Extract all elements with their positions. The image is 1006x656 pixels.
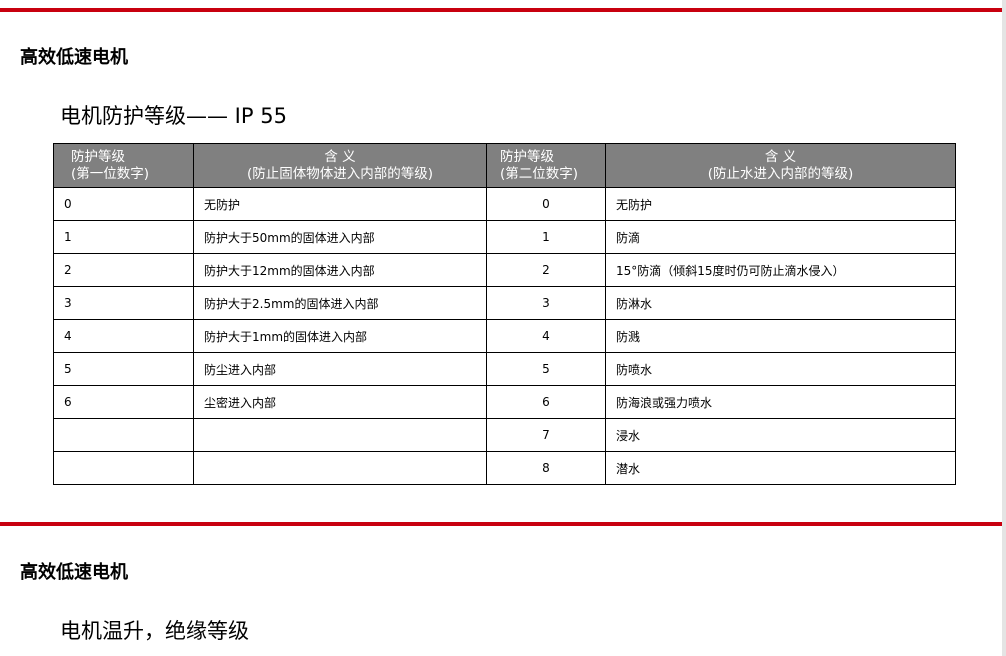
section-subheading-2: 电机温升，绝缘等级 [60, 619, 249, 643]
table-cell: 防护大于12mm的固体进入内部 [193, 253, 487, 287]
table-cell: 8 [486, 451, 606, 485]
header-text: 含 义 [764, 148, 797, 165]
table-row: 7 浸水 [53, 418, 956, 452]
column-header: 含 义 (防止水进入内部的等级) [605, 143, 956, 188]
table-cell: 尘密进入内部 [193, 385, 487, 419]
column-header: 防护等级 (第二位数字) [486, 143, 606, 188]
table-cell: 防护大于1mm的固体进入内部 [193, 319, 487, 353]
table-cell: 1 [486, 220, 606, 254]
table-cell: 2 [486, 253, 606, 287]
table-cell: 7 [486, 418, 606, 452]
table-cell: 4 [486, 319, 606, 353]
table-row: 6 尘密进入内部 6 防海浪或强力喷水 [53, 385, 956, 419]
table-cell [53, 418, 194, 452]
table-cell: 浸水 [605, 418, 956, 452]
table-cell: 防海浪或强力喷水 [605, 385, 956, 419]
table-cell: 潜水 [605, 451, 956, 485]
table-cell: 无防护 [605, 187, 956, 221]
table-cell: 5 [486, 352, 606, 386]
table-cell [193, 418, 487, 452]
table-cell: 5 [53, 352, 194, 386]
table-cell: 3 [53, 286, 194, 320]
table-cell: 防护大于50mm的固体进入内部 [193, 220, 487, 254]
table-row: 1 防护大于50mm的固体进入内部 1 防滴 [53, 220, 956, 254]
table-cell: 防淋水 [605, 286, 956, 320]
header-text: (第二位数字) [500, 165, 579, 182]
top-divider [0, 8, 1002, 12]
table-row: 2 防护大于12mm的固体进入内部 2 15°防滴（倾斜15度时仍可防止滴水侵入） [53, 253, 956, 287]
section-heading: 高效低速电机 [20, 47, 128, 68]
section-subheading: 电机防护等级—— IP 55 [60, 104, 287, 128]
header-text: (第一位数字) [71, 165, 150, 182]
table-cell: 0 [486, 187, 606, 221]
table-row: 8 潜水 [53, 451, 956, 485]
header-text: 防护等级 [500, 148, 554, 165]
table-cell: 防滴 [605, 220, 956, 254]
scrollbar-track[interactable] [1002, 0, 1006, 656]
table-cell: 0 [53, 187, 194, 221]
section-heading-2: 高效低速电机 [20, 562, 128, 583]
header-text: 含 义 [324, 148, 356, 165]
table-cell: 1 [53, 220, 194, 254]
column-header: 含 义 (防止固体物体进入内部的等级) [193, 143, 487, 188]
table-cell: 无防护 [193, 187, 487, 221]
ip-rating-table: 防护等级 (第一位数字) 含 义 (防止固体物体进入内部的等级) 防护等级 (第二位数字)… [53, 143, 956, 485]
table-row: 0 无防护 0 无防护 [53, 187, 956, 221]
table-row: 5 防尘进入内部 5 防喷水 [53, 352, 956, 386]
table-row: 4 防护大于1mm的固体进入内部 4 防溅 [53, 319, 956, 353]
header-text: (防止水进入内部的等级) [707, 165, 854, 182]
table-cell: 6 [486, 385, 606, 419]
table-cell: 防尘进入内部 [193, 352, 487, 386]
column-header: 防护等级 (第一位数字) [53, 143, 194, 188]
table-cell: 防喷水 [605, 352, 956, 386]
table-cell: 防护大于2.5mm的固体进入内部 [193, 286, 487, 320]
table-cell: 3 [486, 286, 606, 320]
section-divider [0, 522, 1002, 526]
table-cell: 15°防滴（倾斜15度时仍可防止滴水侵入） [605, 253, 956, 287]
table-cell: 4 [53, 319, 194, 353]
table-cell: 2 [53, 253, 194, 287]
table-cell: 6 [53, 385, 194, 419]
header-text: 防护等级 [71, 148, 125, 165]
table-cell [53, 451, 194, 485]
table-row: 3 防护大于2.5mm的固体进入内部 3 防淋水 [53, 286, 956, 320]
header-text: (防止固体物体进入内部的等级) [246, 165, 434, 182]
table-cell: 防溅 [605, 319, 956, 353]
table-cell [193, 451, 487, 485]
